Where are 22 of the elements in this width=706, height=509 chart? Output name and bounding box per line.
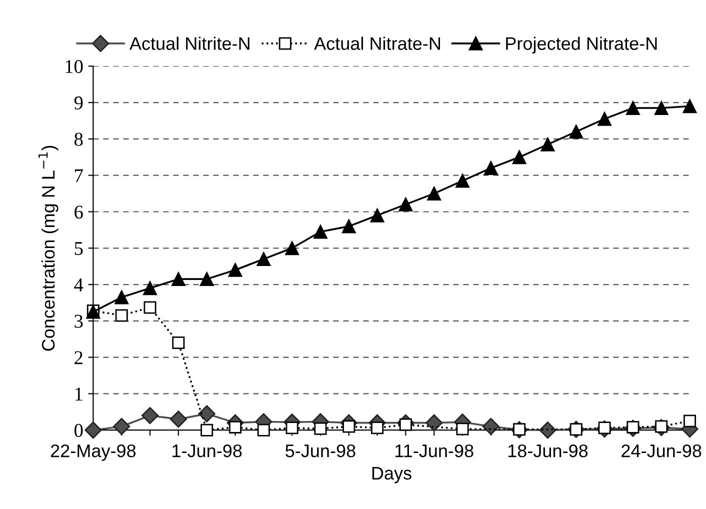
x-axis-title: Days [372, 467, 412, 484]
x-tick-label: 5-Jun-98 [286, 444, 356, 458]
x-tick-label: 24-Jun-98 [622, 444, 702, 458]
x-tick-label: 18-Jun-98 [508, 444, 588, 458]
y-tick-label: 1 [75, 388, 82, 400]
y-tick-label: 2 [74, 351, 82, 364]
y-tick-label: 7 [75, 169, 83, 182]
legend-label: Projected Nitrate-N [506, 36, 657, 54]
y-axis-title: Concentration (mg N L$^{−1}$) [38, 146, 58, 351]
x-tick-label: 11-Jun-98 [395, 444, 474, 458]
y-tick-label: 0 [74, 424, 83, 438]
x-tick-label: 22-May-98 [50, 444, 136, 461]
y-tick-label: 3 [74, 314, 83, 328]
y-tick-label: 10 [66, 60, 83, 74]
y-tick-label: 6 [74, 206, 83, 219]
y-tick-label: 4 [74, 278, 84, 292]
y-tick-label: 5 [74, 242, 83, 256]
legend-label: Actual Nitrite-N [129, 36, 250, 50]
legend-label: Actual Nitrate-N [314, 36, 440, 50]
y-tick-label: 8 [74, 132, 83, 146]
y-tick-label: 9 [74, 96, 83, 110]
x-tick-label: 1-Jun-98 [172, 444, 242, 458]
